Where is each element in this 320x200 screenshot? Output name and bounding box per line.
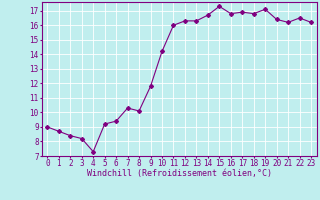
X-axis label: Windchill (Refroidissement éolien,°C): Windchill (Refroidissement éolien,°C)	[87, 169, 272, 178]
